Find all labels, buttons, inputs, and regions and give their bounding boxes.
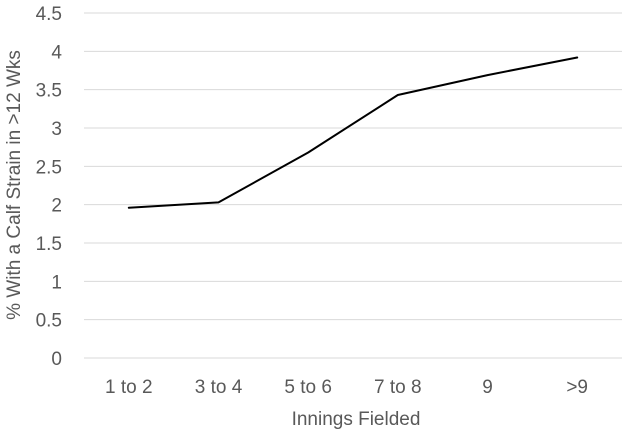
x-tick-label-4: 9 [482, 377, 493, 398]
series-layer [127, 56, 579, 209]
y-tick-label-6: 3 [51, 119, 62, 140]
series-line-0 [127, 56, 579, 209]
x-tick-label-3: 7 to 8 [374, 377, 422, 398]
y-tick-label-1: 0.5 [36, 311, 62, 332]
y-tick-label-3: 1.5 [36, 234, 62, 255]
y-axis-ticks: 0 0.5 1 1.5 2 2.5 3 3.5 4 4.5 [36, 4, 63, 370]
y-tick-label-5: 2.5 [36, 157, 62, 178]
x-tick-label-1: 3 to 4 [195, 377, 243, 398]
x-axis-ticks: 1 to 2 3 to 4 5 to 6 7 to 8 9 >9 [105, 377, 588, 398]
x-tick-label-0: 1 to 2 [105, 377, 153, 398]
y-tick-label-2: 1 [51, 272, 62, 293]
x-tick-label-5: >9 [566, 377, 588, 398]
y-tick-label-7: 3.5 [36, 81, 62, 102]
y-tick-label-9: 4.5 [36, 4, 62, 25]
gridlines [84, 12, 622, 359]
y-tick-label-8: 4 [51, 42, 62, 63]
x-tick-label-2: 5 to 6 [284, 377, 332, 398]
y-axis-title: % With a Calf Strain in >12 Wks [4, 50, 25, 320]
y-tick-label-0: 0 [51, 349, 62, 370]
x-axis-title: Innings Fielded [292, 409, 421, 430]
y-tick-label-4: 2 [51, 196, 62, 217]
